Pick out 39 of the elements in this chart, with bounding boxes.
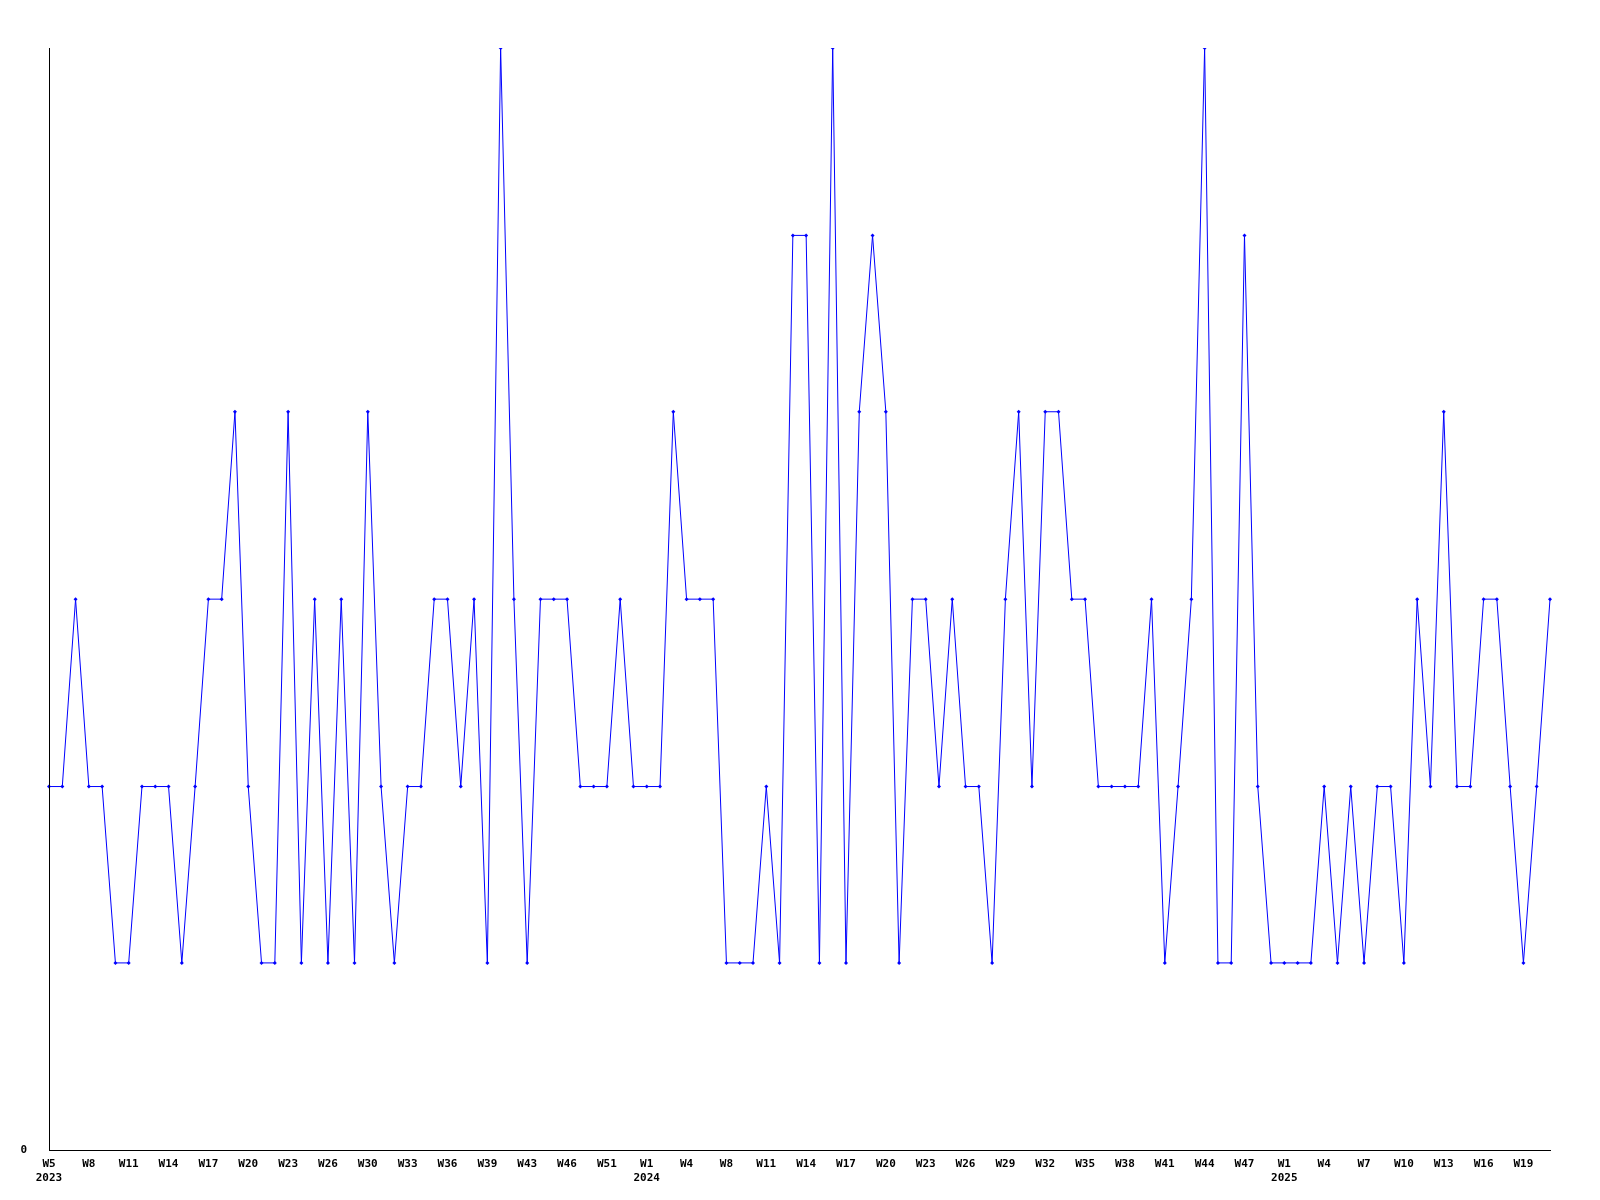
x-tick-label: W1 2024: [633, 1156, 661, 1185]
x-tick-label: W5 2023: [35, 1156, 63, 1185]
x-tick-label: W38: [1115, 1156, 1135, 1170]
x-tick-label: W35: [1075, 1156, 1096, 1170]
x-tick-label: W23: [915, 1156, 936, 1170]
x-tick-label: W11: [118, 1156, 140, 1170]
x-tick-label: W41: [1154, 1156, 1176, 1170]
x-tick-label: W26: [318, 1156, 339, 1170]
x-tick-label: W1 2025: [1271, 1156, 1298, 1185]
x-tick-label: W7: [1357, 1156, 1371, 1170]
x-tick-label: W33: [397, 1156, 418, 1170]
x-tick-label: W16: [1473, 1156, 1494, 1170]
x-tick-label: W43: [517, 1156, 538, 1170]
x-tick-label: W17: [198, 1156, 219, 1170]
x-tick-label: W13: [1433, 1156, 1454, 1170]
x-tick-label: W20: [238, 1156, 259, 1170]
x-tick-label: W46: [557, 1156, 578, 1170]
text: 0: [20, 1143, 27, 1157]
x-tick-label: W19: [1513, 1156, 1534, 1170]
x-tick-label: W17: [836, 1156, 856, 1170]
x-tick-label: W51: [596, 1156, 618, 1170]
x-tick-label: W23: [278, 1156, 299, 1170]
x-tick-label: W11: [756, 1156, 777, 1170]
x-tick-label: W30: [357, 1156, 378, 1170]
x-tick-label: W14: [158, 1156, 179, 1170]
x-tick-label: W10: [1393, 1156, 1414, 1170]
x-tick-label: W4: [1317, 1156, 1332, 1170]
x-tick-label: W39: [477, 1156, 498, 1170]
x-tick-label: W14: [796, 1156, 817, 1170]
x-tick-label: W44: [1194, 1156, 1215, 1170]
x-tick-label: W29: [995, 1156, 1016, 1170]
x-tick-label: W20: [875, 1156, 896, 1170]
x-tick-label: W47: [1234, 1156, 1255, 1170]
x-tick-label: W26: [955, 1156, 976, 1170]
x-tick-label: W8: [719, 1156, 734, 1170]
x-tick-label: W32: [1035, 1156, 1056, 1170]
x-tick-label: W4: [679, 1156, 694, 1170]
x-tick-label: W36: [437, 1156, 458, 1170]
x-tick-label: W8: [82, 1156, 96, 1170]
